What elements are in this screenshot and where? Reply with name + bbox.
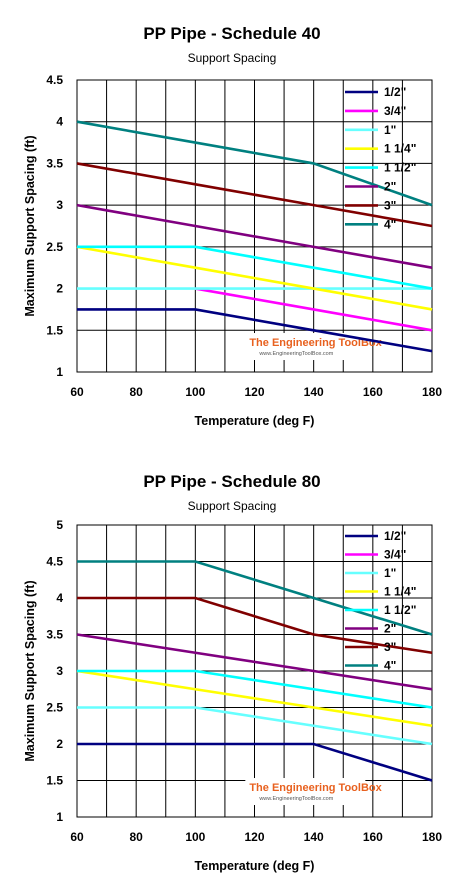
x-axis-ticks: 60 80 100 120 140 160 180 bbox=[70, 385, 442, 399]
series-line-7 bbox=[77, 560, 433, 636]
x-axis-label: Temperature (deg F) bbox=[195, 859, 315, 873]
series-line-3 bbox=[76, 669, 433, 728]
series-line-5 bbox=[76, 633, 433, 691]
legend-label-4: 1 1/2" bbox=[384, 161, 416, 175]
legend-label-6: 3" bbox=[384, 198, 396, 212]
series-line-2 bbox=[77, 706, 433, 746]
x-tick-label: 100 bbox=[185, 830, 205, 844]
y-tick-label: 5 bbox=[56, 518, 63, 532]
watermark-url: www.EngineeringToolBox.com bbox=[258, 351, 333, 357]
watermark-url: www.EngineeringToolBox.com bbox=[258, 796, 333, 802]
chart-svg-schedule-80: PP Pipe - Schedule 80 Support Spacing The … bbox=[23, 472, 442, 873]
legend-label-0: 1/2" bbox=[384, 529, 406, 543]
y-axis-label: Maximum Support Spacing (ft) bbox=[23, 580, 37, 761]
legend: 1/2" 3/4" 1" 1 1/4" 1 1/2" 2" 3" 4" bbox=[345, 529, 416, 673]
legend-label-7: 4" bbox=[384, 217, 396, 231]
y-tick-label: 1.5 bbox=[46, 774, 63, 788]
x-tick-label: 120 bbox=[244, 385, 264, 399]
legend-label-7: 4" bbox=[384, 659, 396, 673]
watermark-bg bbox=[245, 778, 366, 806]
series-line-4 bbox=[77, 669, 433, 709]
legend-label-0: 1/2" bbox=[384, 85, 406, 99]
legend-label-2: 1" bbox=[384, 566, 396, 580]
legend-label-3: 1 1/4" bbox=[384, 142, 416, 156]
y-tick-label: 2.5 bbox=[46, 240, 63, 254]
legend-label-4: 1 1/2" bbox=[384, 603, 416, 617]
x-tick-label: 120 bbox=[244, 830, 264, 844]
x-tick-label: 160 bbox=[363, 830, 383, 844]
y-tick-label: 1 bbox=[56, 365, 63, 379]
chart-schedule-80: PP Pipe - Schedule 80 Support Spacing The … bbox=[0, 448, 465, 896]
series-line-0 bbox=[77, 308, 433, 353]
watermark-logo: The Engineering ToolBox www.EngineeringTo… bbox=[245, 333, 383, 361]
series-line-3 bbox=[76, 245, 433, 311]
x-tick-label: 80 bbox=[129, 830, 143, 844]
legend: 1/2" 3/4" 1" 1 1/4" 1 1/2" 2" 3" 4" bbox=[345, 85, 416, 231]
chart-subtitle: Support Spacing bbox=[188, 51, 277, 65]
chart-title: PP Pipe - Schedule 40 bbox=[143, 24, 320, 43]
series-line-7 bbox=[76, 120, 433, 207]
legend-label-5: 2" bbox=[384, 180, 396, 194]
legend-label-2: 1" bbox=[384, 123, 396, 137]
x-tick-label: 140 bbox=[304, 830, 324, 844]
x-tick-label: 160 bbox=[363, 385, 383, 399]
chart-schedule-40: PP Pipe - Schedule 40 Support Spacing The … bbox=[23, 24, 442, 428]
y-tick-label: 3 bbox=[56, 664, 63, 678]
legend-label-5: 2" bbox=[384, 622, 396, 636]
x-tick-label: 60 bbox=[70, 385, 84, 399]
grid bbox=[76, 79, 433, 373]
legend-label-6: 3" bbox=[384, 640, 396, 654]
y-tick-label: 3 bbox=[56, 198, 63, 212]
y-tick-label: 3.5 bbox=[46, 156, 63, 170]
y-axis-ticks: 1 1.5 2 2.5 3 3.5 4 4.5 5 bbox=[46, 518, 63, 824]
y-tick-label: 2 bbox=[56, 737, 63, 751]
series-line-5 bbox=[76, 203, 433, 269]
x-tick-label: 60 bbox=[70, 830, 84, 844]
watermark-logo: The Engineering ToolBox www.EngineeringTo… bbox=[245, 778, 383, 806]
x-axis-label: Temperature (deg F) bbox=[195, 414, 315, 428]
legend-label-1: 3/4" bbox=[384, 548, 406, 562]
chart-svg-schedule-40: PP Pipe - Schedule 40 Support Spacing The … bbox=[23, 24, 442, 428]
series-line-6 bbox=[77, 596, 433, 655]
series-line-4 bbox=[77, 245, 433, 290]
watermark-bg bbox=[245, 333, 366, 361]
y-tick-label: 1.5 bbox=[46, 323, 63, 337]
y-tick-label: 4.5 bbox=[46, 73, 63, 87]
y-tick-label: 1 bbox=[56, 810, 63, 824]
x-axis-ticks: 60 80 100 120 140 160 180 bbox=[70, 830, 442, 844]
y-tick-label: 2.5 bbox=[46, 701, 63, 715]
x-tick-label: 180 bbox=[422, 830, 442, 844]
series-lines bbox=[76, 120, 433, 353]
y-tick-label: 4 bbox=[56, 115, 63, 129]
y-axis-label: Maximum Support Spacing (ft) bbox=[23, 135, 37, 316]
legend-label-1: 3/4" bbox=[384, 104, 406, 118]
y-axis-ticks: 1 1.5 2 2.5 3 3.5 4 4.5 bbox=[46, 73, 63, 379]
watermark-text: The Engineering ToolBox bbox=[249, 782, 382, 794]
legend-label-3: 1 1/4" bbox=[384, 585, 416, 599]
chart-title: PP Pipe - Schedule 80 bbox=[143, 472, 320, 491]
chart-subtitle: Support Spacing bbox=[188, 499, 277, 513]
y-tick-label: 4.5 bbox=[46, 555, 63, 569]
series-lines bbox=[76, 560, 433, 782]
x-tick-label: 100 bbox=[185, 385, 205, 399]
y-tick-label: 4 bbox=[56, 591, 63, 605]
x-tick-label: 80 bbox=[129, 385, 143, 399]
x-tick-label: 140 bbox=[304, 385, 324, 399]
y-tick-label: 3.5 bbox=[46, 628, 63, 642]
series-line-6 bbox=[76, 162, 433, 228]
x-tick-label: 180 bbox=[422, 385, 442, 399]
series-line-0 bbox=[77, 742, 433, 782]
watermark-text: The Engineering ToolBox bbox=[249, 337, 382, 349]
series-line-1 bbox=[195, 287, 433, 332]
y-tick-label: 2 bbox=[56, 282, 63, 296]
